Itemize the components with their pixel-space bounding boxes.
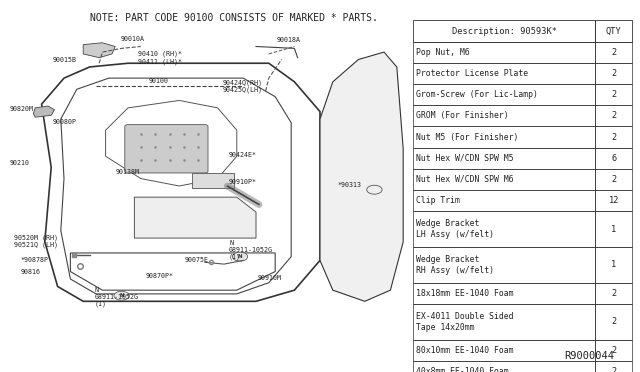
- Bar: [595, 190, 632, 211]
- Text: EX-4011 Double Sided
Tape 14x20mm: EX-4011 Double Sided Tape 14x20mm: [416, 312, 513, 332]
- Text: 2: 2: [611, 317, 616, 326]
- Bar: [595, 169, 632, 190]
- Text: N
08911-1052G
(1): N 08911-1052G (1): [95, 286, 139, 307]
- Text: Protector License Plate: Protector License Plate: [416, 69, 528, 78]
- Bar: [595, 361, 632, 372]
- Text: 2: 2: [611, 367, 616, 372]
- Text: 90870P*: 90870P*: [146, 273, 174, 279]
- Text: 90080P: 90080P: [52, 119, 77, 125]
- Bar: [413, 84, 595, 105]
- Polygon shape: [134, 197, 256, 238]
- Text: 90100: 90100: [149, 78, 169, 84]
- Text: 6: 6: [611, 154, 616, 163]
- Bar: [413, 148, 595, 169]
- Text: 2: 2: [611, 175, 616, 184]
- Text: N: N: [119, 293, 124, 298]
- Bar: [595, 42, 632, 63]
- Bar: [595, 20, 632, 42]
- Polygon shape: [320, 52, 403, 301]
- Text: 2: 2: [611, 48, 616, 57]
- Text: 90910M: 90910M: [257, 275, 282, 281]
- Text: NOTE: PART CODE 90100 CONSISTS OF MARKED * PARTS.: NOTE: PART CODE 90100 CONSISTS OF MARKED…: [90, 13, 378, 23]
- Text: N: N: [237, 254, 243, 259]
- Text: R9000044: R9000044: [564, 351, 614, 361]
- Text: 90424Q(RH)
90425Q(LH): 90424Q(RH) 90425Q(LH): [223, 79, 262, 93]
- Text: 2: 2: [611, 69, 616, 78]
- Text: 90520M (RH)
90521Q (LH): 90520M (RH) 90521Q (LH): [14, 234, 58, 248]
- Text: Wedge Bracket
LH Assy (w/felt): Wedge Bracket LH Assy (w/felt): [416, 219, 494, 239]
- Bar: [413, 211, 595, 247]
- Text: 2: 2: [611, 132, 616, 142]
- Text: Nut M5 (For Finisher): Nut M5 (For Finisher): [416, 132, 518, 142]
- Bar: [413, 126, 595, 148]
- Bar: [413, 340, 595, 361]
- Bar: [595, 84, 632, 105]
- Text: 90410 (RH)*
90411 (LH)*: 90410 (RH)* 90411 (LH)*: [138, 51, 182, 65]
- Bar: [192, 173, 234, 188]
- Text: *90878P: *90878P: [20, 257, 49, 263]
- Text: 90015B: 90015B: [52, 57, 77, 63]
- Text: 90075E: 90075E: [184, 257, 209, 263]
- Circle shape: [114, 291, 129, 300]
- Bar: [595, 283, 632, 304]
- Bar: [413, 304, 595, 340]
- Bar: [595, 304, 632, 340]
- Text: Nut Hex W/CDN SPW M5: Nut Hex W/CDN SPW M5: [416, 154, 513, 163]
- Text: 1: 1: [611, 225, 616, 234]
- Text: 90018A: 90018A: [276, 37, 301, 43]
- Polygon shape: [33, 106, 54, 117]
- Text: 1: 1: [611, 260, 616, 269]
- Bar: [595, 211, 632, 247]
- Text: QTY: QTY: [606, 26, 621, 36]
- Bar: [413, 361, 595, 372]
- Text: 80x10mm EE-1040 Foam: 80x10mm EE-1040 Foam: [416, 346, 513, 355]
- Text: *90313: *90313: [338, 182, 362, 188]
- Text: Grom-Screw (For Lic-Lamp): Grom-Screw (For Lic-Lamp): [416, 90, 538, 99]
- Text: 90424E*: 90424E*: [229, 153, 257, 158]
- Text: 90816: 90816: [20, 269, 40, 275]
- Text: Description: 90593K*: Description: 90593K*: [451, 26, 557, 36]
- Text: Wedge Bracket
RH Assy (w/felt): Wedge Bracket RH Assy (w/felt): [416, 255, 494, 275]
- Bar: [595, 126, 632, 148]
- Text: 90210: 90210: [10, 160, 29, 166]
- Bar: [413, 42, 595, 63]
- Text: 90138M: 90138M: [115, 169, 140, 175]
- Bar: [595, 148, 632, 169]
- Bar: [413, 20, 595, 42]
- Bar: [595, 105, 632, 126]
- Bar: [413, 105, 595, 126]
- Text: 2: 2: [611, 111, 616, 121]
- Text: Clip Trim: Clip Trim: [416, 196, 460, 205]
- Bar: [413, 247, 595, 283]
- Polygon shape: [83, 43, 115, 58]
- Bar: [595, 63, 632, 84]
- Bar: [413, 169, 595, 190]
- Text: 12: 12: [609, 196, 619, 205]
- Bar: [595, 340, 632, 361]
- Text: Pop Nut, M6: Pop Nut, M6: [416, 48, 470, 57]
- Text: 2: 2: [611, 90, 616, 99]
- Bar: [413, 63, 595, 84]
- Text: 90820M: 90820M: [10, 106, 34, 112]
- Text: GROM (For Finisher): GROM (For Finisher): [416, 111, 509, 121]
- Bar: [413, 190, 595, 211]
- Bar: [413, 283, 595, 304]
- Bar: [595, 247, 632, 283]
- Text: 40x8mm EE-1040 Foam: 40x8mm EE-1040 Foam: [416, 367, 509, 372]
- Text: 90910P*: 90910P*: [229, 179, 257, 185]
- Text: 2: 2: [611, 289, 616, 298]
- Text: 90010A: 90010A: [120, 36, 145, 42]
- Circle shape: [232, 252, 248, 261]
- Text: 2: 2: [611, 346, 616, 355]
- Text: 18x18mm EE-1040 Foam: 18x18mm EE-1040 Foam: [416, 289, 513, 298]
- Text: Nut Hex W/CDN SPW M6: Nut Hex W/CDN SPW M6: [416, 175, 513, 184]
- FancyBboxPatch shape: [125, 125, 208, 173]
- Text: N
08911-1052G
(1): N 08911-1052G (1): [229, 240, 273, 260]
